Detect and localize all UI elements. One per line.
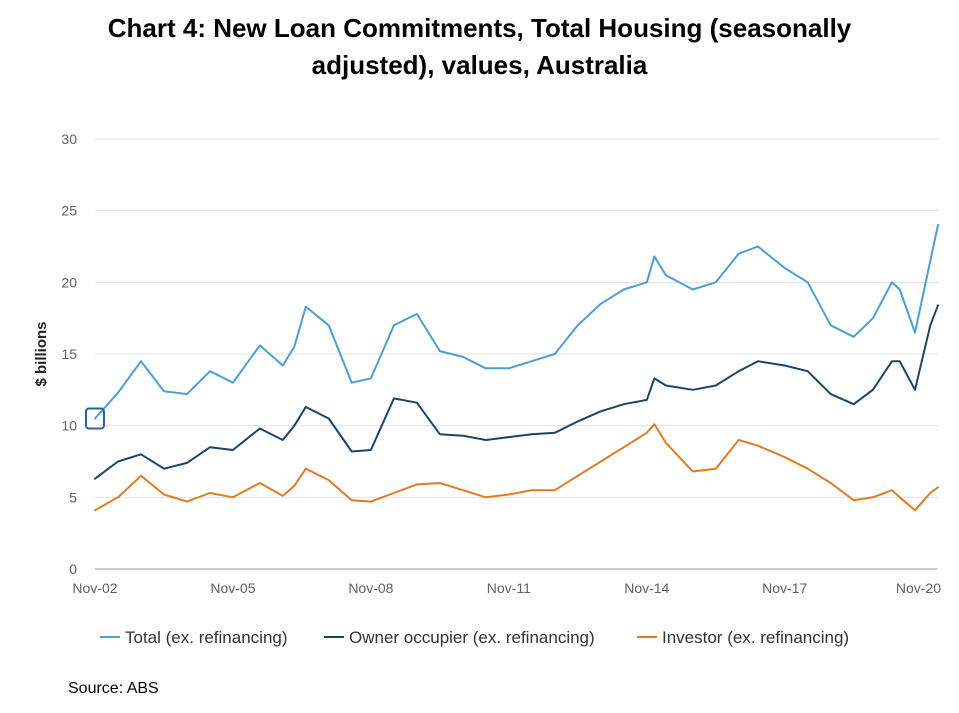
series-line-0 bbox=[94, 224, 939, 420]
x-tick-label: Nov-14 bbox=[624, 580, 669, 596]
y-tick-label: 30 bbox=[61, 131, 77, 147]
x-tick-label: Nov-11 bbox=[487, 580, 531, 596]
series-line-1 bbox=[94, 304, 939, 480]
x-tick-label: Nov-02 bbox=[72, 580, 117, 596]
chart-title: Chart 4: New Loan Commitments, Total Hou… bbox=[60, 10, 899, 84]
y-tick-label: 20 bbox=[61, 274, 77, 290]
y-tick-label: 25 bbox=[61, 203, 77, 219]
series-point-marker[interactable] bbox=[85, 407, 105, 430]
y-tick-label: 15 bbox=[61, 346, 77, 362]
x-tick-label: Nov-05 bbox=[210, 580, 255, 596]
y-tick-label: 0 bbox=[69, 561, 77, 577]
legend-item-2[interactable]: Investor (ex. refinancing) bbox=[662, 628, 849, 647]
y-tick-label: 10 bbox=[61, 418, 77, 434]
x-tick-label: Nov-20 bbox=[896, 580, 941, 596]
series-line-2 bbox=[94, 423, 939, 512]
chart-title-line-2: adjusted), values, Australia bbox=[311, 50, 648, 80]
source-note: Source: ABS bbox=[68, 680, 159, 697]
y-axis-label: $ billions bbox=[33, 321, 50, 386]
y-tick-label: 5 bbox=[69, 489, 77, 505]
x-tick-label: Nov-17 bbox=[762, 580, 807, 596]
x-tick-label: Nov-08 bbox=[348, 580, 393, 596]
legend-item-1[interactable]: Owner occupier (ex. refinancing) bbox=[349, 628, 595, 647]
chart-title-line-1: Chart 4: New Loan Commitments, Total Hou… bbox=[107, 13, 852, 43]
legend-item-0[interactable]: Total (ex. refinancing) bbox=[125, 628, 288, 647]
